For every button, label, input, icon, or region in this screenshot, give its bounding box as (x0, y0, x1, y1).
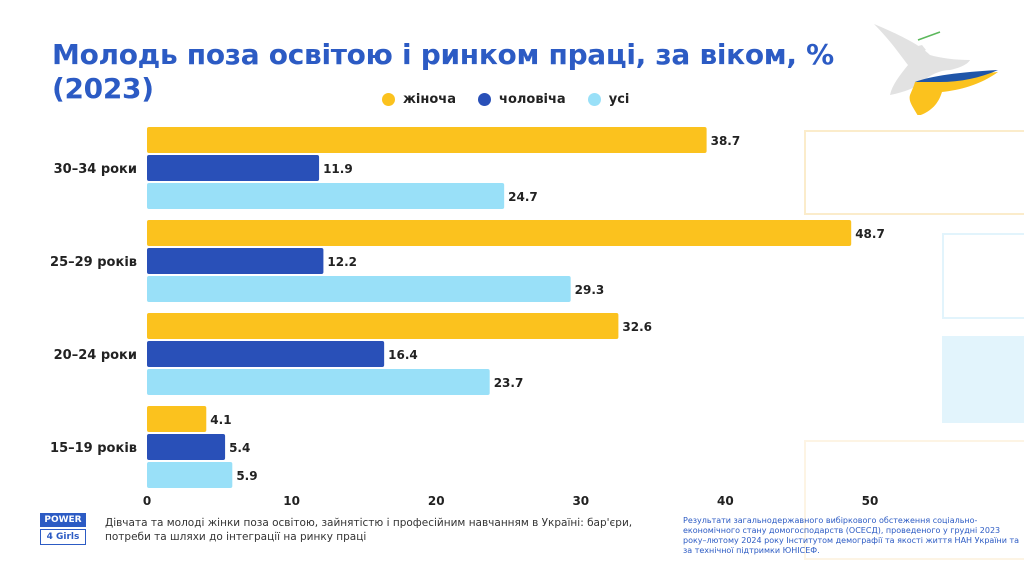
legend-label: чоловіча (499, 92, 566, 107)
bar (147, 155, 320, 181)
category-label: 30–34 роки (54, 162, 137, 177)
legend-swatch (382, 93, 395, 106)
x-tick-label: 0 (143, 494, 151, 508)
decorative-block (942, 336, 1024, 423)
source-note: Результати загальнодержавного вибірковог… (683, 516, 1020, 555)
decorative-frame (942, 233, 1024, 319)
legend-swatch (587, 93, 601, 106)
bar (147, 369, 490, 395)
data-label: 32.6 (622, 320, 652, 334)
data-label: 12.2 (327, 255, 357, 269)
bar (147, 127, 707, 153)
data-label: 23.7 (494, 376, 524, 390)
x-tick-label: 50 (862, 494, 879, 508)
data-label: 5.9 (236, 469, 257, 483)
legend-item-all: усі (587, 92, 630, 107)
logo-top: POWER (40, 513, 86, 527)
bar (147, 462, 233, 488)
bar (147, 248, 324, 274)
power4girls-logo: POWER 4 Girls (40, 513, 86, 545)
category-label: 20–24 роки (54, 348, 137, 363)
data-label: 48.7 (855, 227, 885, 241)
data-label: 38.7 (711, 134, 741, 148)
publication-title: Дівчата та молоді жінки поза освітою, за… (105, 517, 633, 543)
x-tick-label: 40 (717, 494, 734, 508)
bar (147, 406, 207, 432)
category-label: 15–19 років (50, 441, 137, 456)
x-tick-label: 10 (283, 494, 300, 508)
x-tick-label: 30 (572, 494, 589, 508)
legend-swatch (478, 93, 492, 106)
bar (147, 434, 226, 460)
data-label: 11.9 (323, 162, 353, 176)
logo-bottom: 4 Girls (40, 529, 86, 545)
data-label: 24.7 (508, 190, 538, 204)
data-label: 16.4 (388, 348, 418, 362)
legend-label: усі (608, 92, 630, 107)
data-label: 5.4 (229, 441, 250, 455)
bar (147, 183, 505, 209)
chart-title: Молодь поза освітою і ринком праці, за в… (52, 38, 834, 105)
category-label: 25–29 років (50, 255, 137, 270)
decorative-frame (804, 440, 1024, 560)
x-tick-label: 20 (428, 494, 445, 508)
bar (147, 313, 619, 339)
data-label: 4.1 (210, 413, 231, 427)
legend-item-male: чоловіча (478, 92, 566, 107)
data-label: 29.3 (575, 283, 605, 297)
legend: жіноча чоловіча усі (382, 92, 629, 107)
peace-dove-icon (874, 24, 998, 115)
bar (147, 220, 852, 246)
decorative-frame (804, 130, 1024, 215)
legend-label: жіноча (403, 92, 457, 107)
legend-item-female: жіноча (382, 92, 456, 107)
bar (147, 276, 571, 302)
bar (147, 341, 385, 367)
